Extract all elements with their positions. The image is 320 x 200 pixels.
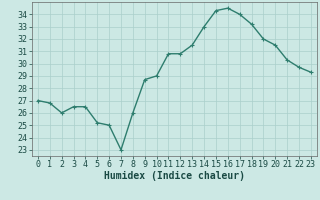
X-axis label: Humidex (Indice chaleur): Humidex (Indice chaleur)	[104, 171, 245, 181]
